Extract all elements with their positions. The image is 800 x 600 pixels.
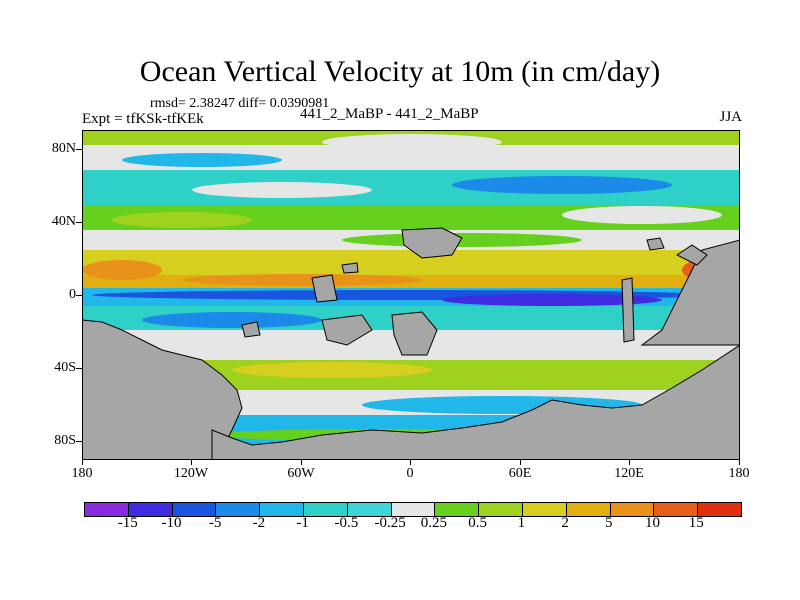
colorbar-segment (260, 503, 304, 516)
y-label-40s: 40S (54, 360, 76, 375)
colorbar-label: -5 (208, 515, 222, 531)
colorbar-label: 1 (517, 515, 526, 531)
land-island-1 (401, 227, 463, 259)
x-tick (520, 459, 521, 465)
x-tick (629, 459, 630, 465)
x-label-60w: 60W (287, 466, 315, 481)
colorbar-label: -15 (117, 515, 138, 531)
land-island-5 (341, 262, 359, 274)
streak (192, 182, 372, 198)
x-label-0: 0 (406, 466, 414, 481)
colorbar-segment (435, 503, 480, 516)
streak (142, 312, 322, 328)
experiment-names: 441_2_MaBP - 441_2_MaBP (300, 106, 479, 122)
streak (342, 233, 582, 247)
y-tick (76, 149, 82, 150)
band-north-tropics (82, 250, 740, 275)
streak (442, 294, 662, 306)
x-tick (410, 459, 411, 465)
land-island-7 (241, 321, 261, 338)
colorbar-label: -10 (161, 515, 182, 531)
streak (232, 362, 432, 378)
colorbar-label: 0.25 (420, 515, 447, 531)
streak (322, 134, 502, 150)
colorbar-segment (216, 503, 261, 516)
x-label-180w: 180 (71, 466, 93, 481)
streak (122, 153, 282, 167)
x-label-60e: 60E (508, 466, 532, 481)
streak (432, 333, 672, 357)
land-island-6 (646, 237, 665, 251)
colorbar-segment (172, 503, 217, 516)
colorbar (84, 502, 742, 517)
rmsd-diff-stats: rmsd= 2.38247 diff= 0.0390981 (150, 96, 330, 111)
x-label-120e: 120E (614, 466, 644, 481)
streak (452, 176, 672, 194)
streak (82, 260, 162, 280)
colorbar-label: -0.5 (334, 515, 359, 531)
colorbar-segment (566, 503, 611, 516)
x-tick (739, 459, 740, 465)
colorbar-label: -2 (252, 515, 266, 531)
land-indonesia (621, 277, 635, 343)
y-tick (76, 441, 82, 442)
season-label: JJA (719, 109, 742, 125)
experiment-label: Expt = tfKSk-tfKEk (82, 111, 204, 127)
x-tick (191, 459, 192, 465)
colorbar-label: -0.25 (374, 515, 406, 531)
streak (562, 206, 722, 224)
land-island-3 (321, 314, 373, 346)
y-tick (76, 368, 82, 369)
colorbar-segment (610, 503, 655, 516)
colorbar-segment (522, 503, 567, 516)
colorbar-label: 2 (561, 515, 569, 531)
y-label-80s: 80S (54, 433, 76, 448)
streak (112, 212, 252, 228)
y-label-0: 0 (69, 287, 76, 302)
plot-title: Ocean Vertical Velocity at 10m (in cm/da… (139, 55, 661, 88)
ocean-velocity-map (82, 130, 740, 460)
colorbar-segment (303, 503, 348, 516)
land-antarctica (211, 344, 740, 460)
y-label-40n: 40N (51, 214, 76, 229)
colorbar-segment (479, 503, 523, 516)
colorbar-label: 10 (645, 515, 661, 531)
colorbar-label: 0.5 (468, 515, 487, 531)
colorbar-segment (654, 503, 699, 516)
colorbar-segment (85, 503, 129, 516)
x-label-180e: 180 (728, 466, 750, 481)
colorbar-segment (347, 503, 392, 516)
colorbar-label: 15 (688, 515, 704, 531)
streak (182, 274, 422, 286)
colorbar-segment (128, 503, 173, 516)
y-tick (76, 222, 82, 223)
land-new-guinea (676, 244, 708, 266)
colorbar-segment (698, 503, 741, 516)
colorbar-label: -1 (296, 515, 309, 531)
x-label-120w: 120W (173, 466, 209, 481)
y-label-80n: 80N (51, 141, 76, 156)
colorbar-segment (391, 503, 436, 516)
colorbar-label: 5 (605, 515, 613, 531)
land-island-4 (391, 311, 438, 356)
land-island-2 (311, 274, 338, 303)
y-tick (76, 295, 82, 296)
x-tick (301, 459, 302, 465)
x-tick (82, 459, 83, 465)
